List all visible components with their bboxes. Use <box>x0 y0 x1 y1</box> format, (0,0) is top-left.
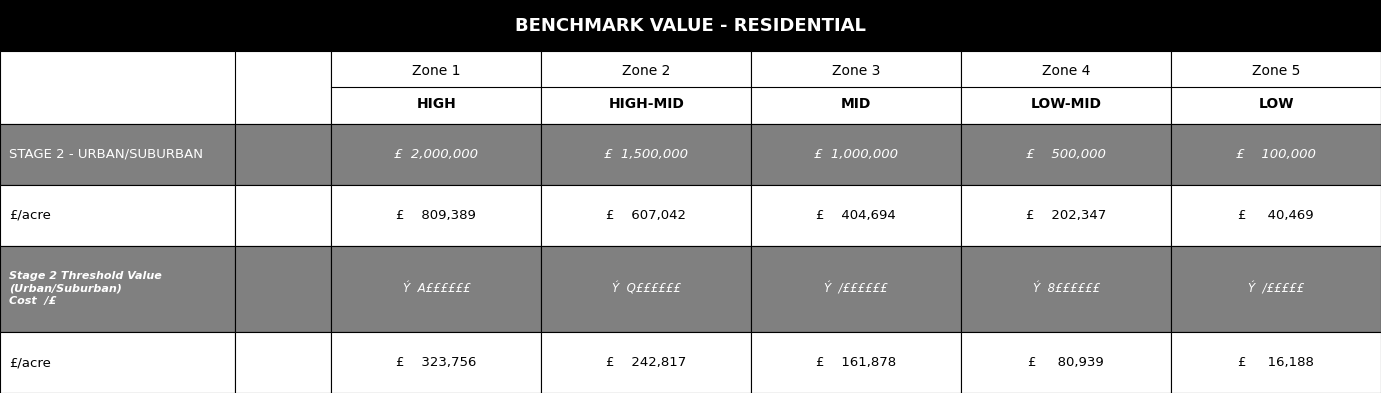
Text: HIGH-MID: HIGH-MID <box>609 97 684 111</box>
Text: £    809,389: £ 809,389 <box>396 209 476 222</box>
Bar <box>751 246 961 332</box>
Text: £/acre: £/acre <box>10 209 51 222</box>
Text: Ý  8££££££: Ý 8££££££ <box>1033 282 1099 296</box>
Text: LOW: LOW <box>1258 97 1294 111</box>
Bar <box>541 332 751 393</box>
Text: £  2,000,000: £ 2,000,000 <box>395 148 478 161</box>
Bar <box>235 332 331 393</box>
Bar <box>331 124 541 185</box>
Text: £    323,756: £ 323,756 <box>396 356 476 369</box>
Text: Zone 3: Zone 3 <box>831 64 881 78</box>
Text: Ý  A££££££: Ý A££££££ <box>403 282 470 296</box>
Text: Stage 2 Threshold Value
(Urban/Suburban)
Cost  /£: Stage 2 Threshold Value (Urban/Suburban)… <box>10 272 162 306</box>
Text: Zone 5: Zone 5 <box>1251 64 1301 78</box>
Text: £     16,188: £ 16,188 <box>1239 356 1313 369</box>
Bar <box>0 124 235 185</box>
Bar <box>331 185 541 246</box>
Bar <box>0 51 331 124</box>
Text: £    100,000: £ 100,000 <box>1236 148 1316 161</box>
Bar <box>331 332 541 393</box>
Text: HIGH: HIGH <box>417 97 456 111</box>
Bar <box>961 332 1171 393</box>
Bar <box>1171 51 1381 124</box>
Bar <box>1171 246 1381 332</box>
Text: Zone 1: Zone 1 <box>412 64 461 78</box>
Bar <box>541 51 751 124</box>
Bar <box>1171 185 1381 246</box>
Bar <box>331 51 541 124</box>
Bar <box>0 332 235 393</box>
Bar <box>235 246 331 332</box>
Bar <box>751 185 961 246</box>
Bar <box>961 51 1171 124</box>
Bar <box>0 246 235 332</box>
Bar <box>541 246 751 332</box>
Text: £    202,347: £ 202,347 <box>1026 209 1106 222</box>
Bar <box>331 246 541 332</box>
Text: £    404,694: £ 404,694 <box>816 209 896 222</box>
Bar <box>541 185 751 246</box>
Text: £     80,939: £ 80,939 <box>1029 356 1103 369</box>
Text: BENCHMARK VALUE - RESIDENTIAL: BENCHMARK VALUE - RESIDENTIAL <box>515 17 866 35</box>
Text: MID: MID <box>841 97 871 111</box>
Text: £    500,000: £ 500,000 <box>1026 148 1106 161</box>
Text: Ý  /££££££: Ý /££££££ <box>824 282 888 296</box>
Text: Zone 4: Zone 4 <box>1041 64 1091 78</box>
Text: £    607,042: £ 607,042 <box>606 209 686 222</box>
Bar <box>1171 124 1381 185</box>
Bar <box>751 51 961 124</box>
Bar <box>235 124 331 185</box>
Text: £  1,500,000: £ 1,500,000 <box>605 148 688 161</box>
Bar <box>1171 332 1381 393</box>
Text: Ý  Q££££££: Ý Q££££££ <box>612 282 681 296</box>
Bar <box>751 332 961 393</box>
Bar <box>961 124 1171 185</box>
Bar <box>235 51 331 124</box>
Bar <box>235 185 331 246</box>
Text: Zone 2: Zone 2 <box>621 64 671 78</box>
Text: £  1,000,000: £ 1,000,000 <box>815 148 898 161</box>
Text: STAGE 2 - URBAN/SUBURBAN: STAGE 2 - URBAN/SUBURBAN <box>10 148 203 161</box>
Text: £     40,469: £ 40,469 <box>1239 209 1313 222</box>
Bar <box>961 246 1171 332</box>
Text: £    242,817: £ 242,817 <box>606 356 686 369</box>
Bar <box>751 124 961 185</box>
Bar <box>0 185 235 246</box>
Bar <box>0 0 1381 51</box>
Bar <box>961 185 1171 246</box>
Text: LOW-MID: LOW-MID <box>1030 97 1102 111</box>
Text: £    161,878: £ 161,878 <box>816 356 896 369</box>
Bar <box>541 124 751 185</box>
Text: Ý  /£££££: Ý /£££££ <box>1248 282 1304 296</box>
Text: £/acre: £/acre <box>10 356 51 369</box>
